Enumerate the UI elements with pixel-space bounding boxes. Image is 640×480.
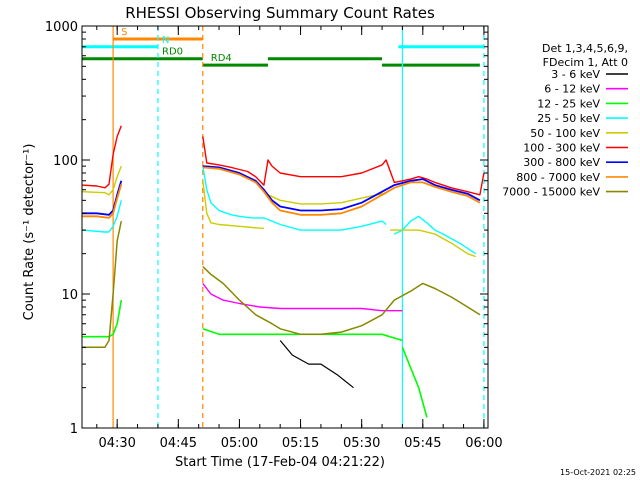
series-7-segment-1 xyxy=(202,166,481,216)
series-6 xyxy=(82,165,481,216)
series-4-segment-1 xyxy=(202,180,264,229)
x-tick-label-4: 05:30 xyxy=(343,436,380,451)
series-8 xyxy=(82,220,481,349)
flag-label-n: N xyxy=(162,35,169,46)
x-tick-label-3: 05:15 xyxy=(282,436,319,451)
x-tick-label-0: 04:30 xyxy=(98,436,135,451)
series-0-segment-0 xyxy=(279,340,354,389)
series-6-segment-1 xyxy=(202,165,481,212)
series-5 xyxy=(81,125,485,196)
legend-label-8: 7000 - 15000 keV xyxy=(502,186,600,199)
footer-timestamp: 15-Oct-2021 02:25 xyxy=(560,468,636,477)
series-0 xyxy=(279,340,354,389)
series-1 xyxy=(202,282,403,312)
x-axis: 04:30 04:45 05:00 05:15 05:30 05:45 06:00 xyxy=(96,26,503,451)
count-rate-series xyxy=(81,125,485,418)
series-5-segment-0 xyxy=(81,125,122,189)
plot-frame xyxy=(81,25,489,429)
flag-label-s: S xyxy=(121,27,127,38)
series-1-segment-0 xyxy=(202,282,403,312)
chart-title: RHESSI Observing Summary Count Rates xyxy=(125,4,435,22)
legend-label-1: 6 - 12 keV xyxy=(544,83,600,96)
series-7-segment-0 xyxy=(82,183,123,219)
series-8-segment-1 xyxy=(202,266,481,336)
legend-label-7: 800 - 7000 keV xyxy=(516,171,600,184)
series-3-segment-0 xyxy=(81,200,122,233)
x-tick-label-1: 04:45 xyxy=(160,436,197,451)
flag-label-rd4: RD4 xyxy=(211,53,232,64)
x-tick-label-6: 06:00 xyxy=(465,436,502,451)
y-tick-label-2: 100 xyxy=(53,154,78,169)
legend: Det 1,3,4,5,6,9,FDecim 1, Att 03 - 6 keV… xyxy=(502,42,628,199)
x-tick-label-5: 05:45 xyxy=(404,436,441,451)
legend-label-0: 3 - 6 keV xyxy=(551,68,600,81)
legend-label-2: 12 - 25 keV xyxy=(537,97,600,110)
y-tick-label-1: 10 xyxy=(61,288,78,303)
series-7 xyxy=(82,166,481,219)
series-6-segment-0 xyxy=(82,180,123,216)
series-3-segment-1 xyxy=(202,165,387,231)
series-4-segment-0 xyxy=(81,165,122,196)
series-2-segment-0 xyxy=(82,299,123,338)
series-3 xyxy=(81,165,477,255)
series-4-segment-3 xyxy=(390,229,477,258)
flag-label-rd0: RD0 xyxy=(162,47,183,58)
y-tick-label-3: 1000 xyxy=(45,20,78,35)
series-3-segment-2 xyxy=(393,215,477,255)
legend-label-6: 300 - 800 keV xyxy=(523,156,600,169)
legend-header-1: FDecim 1, Att 0 xyxy=(543,56,628,69)
y-axis: 1 10 100 1000 xyxy=(45,20,488,437)
legend-label-5: 100 - 300 keV xyxy=(523,142,600,155)
series-8-segment-0 xyxy=(82,220,123,349)
x-tick-label-2: 05:00 xyxy=(221,436,258,451)
legend-label-4: 50 - 100 keV xyxy=(530,127,600,140)
y-tick-label-0: 1 xyxy=(70,422,78,437)
y-axis-label: Count Rate (s⁻¹ detector⁻¹) xyxy=(22,144,37,321)
series-5-segment-1 xyxy=(202,136,485,196)
x-axis-label: Start Time (17-Feb-04 04:21:22) xyxy=(175,455,385,470)
series-2-segment-2 xyxy=(401,347,428,418)
legend-label-3: 25 - 50 keV xyxy=(537,112,600,125)
legend-header-0: Det 1,3,4,5,6,9, xyxy=(542,42,628,55)
